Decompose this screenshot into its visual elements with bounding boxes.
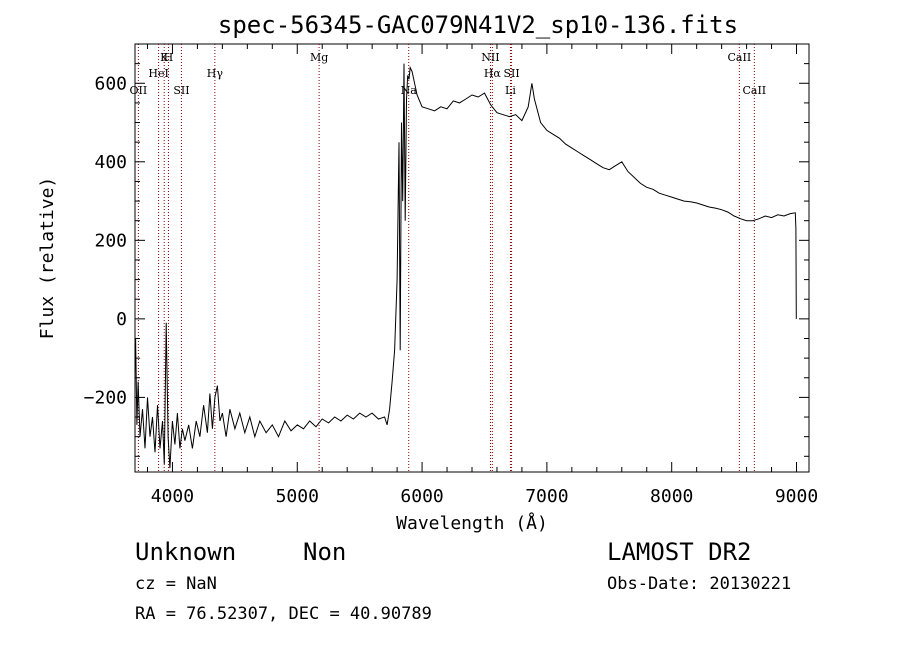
marker-label-9: Hα bbox=[484, 67, 502, 80]
marker-label-6: Mg bbox=[310, 51, 328, 64]
x-tick-label-3: 7000 bbox=[525, 486, 568, 507]
y-tick-label-3: 400 bbox=[94, 152, 127, 173]
marker-label-0: OII bbox=[130, 84, 148, 97]
spectrum-line bbox=[135, 63, 797, 469]
object-subclass: Non bbox=[303, 538, 346, 566]
coordinates: RA = 76.52307, DEC = 40.90789 bbox=[135, 604, 432, 624]
x-tick-label-2: 6000 bbox=[400, 486, 443, 507]
y-tick-label-2: 200 bbox=[94, 230, 127, 251]
plot-frame bbox=[134, 43, 810, 473]
marker-label-8: NII bbox=[481, 51, 499, 64]
x-tick-label-0: 4000 bbox=[151, 486, 194, 507]
object-class: Unknown bbox=[135, 538, 236, 566]
marker-label-1: HeI bbox=[148, 67, 168, 80]
y-tick-label-1: 0 bbox=[116, 309, 127, 330]
x-tick-label-1: 5000 bbox=[276, 486, 319, 507]
x-axis-label: Wavelength (Å) bbox=[396, 512, 548, 534]
marker-label-3: H bbox=[164, 51, 174, 64]
y-tick-label-0: −200 bbox=[84, 387, 127, 408]
marker-label-4: SII bbox=[173, 84, 189, 97]
marker-label-5: Hγ bbox=[207, 67, 224, 80]
marker-label-12: CaII bbox=[728, 51, 752, 64]
chart-title: spec-56345-GAC079N41V2_sp10-136.fits bbox=[218, 11, 738, 39]
axis-ticks bbox=[135, 43, 809, 472]
obs-date: Obs-Date: 20130221 bbox=[607, 574, 791, 594]
x-tick-label-4: 8000 bbox=[650, 486, 693, 507]
y-tick-label-4: 600 bbox=[94, 73, 127, 94]
emission-line-markers bbox=[137, 44, 755, 472]
marker-label-11: Li bbox=[505, 84, 516, 97]
marker-label-13: CaII bbox=[742, 84, 766, 97]
marker-label-7: Na bbox=[401, 84, 418, 97]
marker-label-2: K bbox=[160, 51, 169, 64]
axis-tick-labels: 4000 5000 6000 7000 8000 9000 −200 0 200 400 600 bbox=[84, 73, 819, 507]
x-tick-label-5: 9000 bbox=[775, 486, 818, 507]
redshift-text: cz = NaN bbox=[135, 574, 217, 594]
y-axis-label: Flux (relative) bbox=[37, 177, 58, 340]
survey-name: LAMOST DR2 bbox=[607, 538, 752, 566]
marker-label-10: SII bbox=[503, 67, 519, 80]
